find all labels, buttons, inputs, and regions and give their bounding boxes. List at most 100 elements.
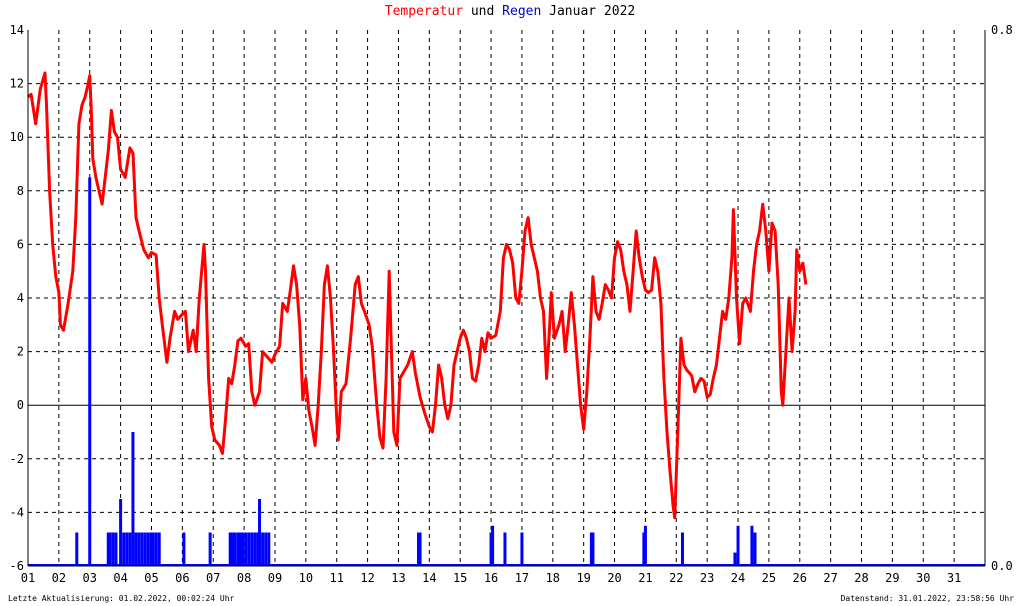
- y-tick-label: 12: [10, 77, 24, 91]
- rain-bar: [146, 532, 150, 566]
- y-tick-label: 4: [17, 291, 24, 305]
- rain-bar: [134, 532, 138, 566]
- rain-bar: [244, 532, 248, 566]
- rain-bar: [418, 532, 422, 566]
- x-tick-label: 04: [113, 571, 127, 585]
- rain-bar: [417, 532, 421, 566]
- x-tick-label: 07: [206, 571, 220, 585]
- rain-bar: [733, 552, 737, 566]
- x-tick-label: 08: [237, 571, 251, 585]
- x-tick-label: 28: [854, 571, 868, 585]
- rain-bar: [680, 532, 684, 566]
- rain-bar: [233, 532, 237, 566]
- x-tick-label: 12: [360, 571, 374, 585]
- rain-bar: [108, 532, 112, 566]
- rain-bar: [264, 532, 268, 566]
- rain-bar: [241, 532, 245, 566]
- rain-bar: [154, 532, 158, 566]
- x-tick-label: 01: [21, 571, 35, 585]
- y-tick-label: -6: [10, 559, 24, 573]
- title-regen: Regen: [502, 4, 542, 19]
- x-tick-label: 16: [484, 571, 498, 585]
- rain-bar: [489, 532, 493, 566]
- rain-bar: [131, 432, 135, 566]
- y-tick-label: 0: [17, 398, 24, 412]
- rain-bar: [149, 532, 153, 566]
- rain-bar: [247, 532, 251, 566]
- rain-bar: [151, 532, 155, 566]
- rain-bar: [88, 177, 92, 566]
- x-tick-label: 26: [793, 571, 807, 585]
- rain-bar: [75, 532, 79, 566]
- rain-bar: [736, 525, 740, 566]
- x-tick-label: 09: [268, 571, 282, 585]
- x-tick-label: 22: [669, 571, 683, 585]
- y-tick-label: 14: [10, 23, 24, 37]
- rain-bar: [137, 532, 141, 566]
- y-tick-label: 8: [17, 184, 24, 198]
- x-tick-label: 02: [52, 571, 66, 585]
- rain-series: [28, 177, 985, 566]
- x-tick-label: 19: [576, 571, 590, 585]
- rain-bar: [253, 532, 257, 566]
- rain-bar: [491, 525, 495, 566]
- y-tick-label: -2: [10, 452, 24, 466]
- last-update-text: Letzte Aktualisierung: 01.02.2022, 00:02…: [8, 594, 235, 603]
- x-tick-label: 17: [515, 571, 529, 585]
- rain-bar: [128, 532, 132, 566]
- y2-tick-label: 0.8: [991, 23, 1013, 37]
- rain-bar: [157, 532, 161, 566]
- x-tick-label: 20: [607, 571, 621, 585]
- rain-bar: [591, 532, 595, 566]
- rain-bar: [589, 532, 593, 566]
- x-tick-label: 14: [422, 571, 436, 585]
- x-tick-label: 25: [762, 571, 776, 585]
- y-tick-label: -4: [10, 505, 24, 519]
- rain-bar: [503, 532, 507, 566]
- rain-bar: [208, 532, 212, 566]
- x-tick-label: 06: [175, 571, 189, 585]
- x-tick-label: 23: [700, 571, 714, 585]
- rain-bar: [114, 532, 118, 566]
- rain-bar: [250, 532, 254, 566]
- chart-title: Temperatur und Regen Januar 2022: [0, 4, 1020, 19]
- temperature-line: [27, 71, 808, 520]
- x-tick-label: 31: [947, 571, 961, 585]
- title-und: und: [463, 4, 503, 19]
- rain-bar: [111, 532, 115, 566]
- rain-bar: [119, 499, 123, 566]
- rain-bar: [143, 532, 147, 566]
- x-tick-label: 21: [638, 571, 652, 585]
- y-tick-label: 2: [17, 345, 24, 359]
- temperature-series: [27, 71, 808, 520]
- x-tick-label: 29: [885, 571, 899, 585]
- x-tick-label: 03: [83, 571, 97, 585]
- rain-bar: [256, 532, 260, 566]
- x-tick-label: 24: [731, 571, 745, 585]
- rain-bar: [238, 532, 242, 566]
- rain-bar: [753, 532, 757, 566]
- x-tick-label: 15: [453, 571, 467, 585]
- rain-bar: [182, 532, 186, 566]
- grid: [28, 30, 985, 566]
- y2-tick-label: 0.0: [991, 559, 1013, 573]
- rain-bar: [228, 532, 232, 566]
- rain-bar: [520, 532, 524, 566]
- x-tick-label: 13: [391, 571, 405, 585]
- y-tick-label: 6: [17, 237, 24, 251]
- rain-bar: [261, 532, 265, 566]
- rain-bar: [750, 525, 754, 566]
- y-tick-label: 10: [10, 130, 24, 144]
- x-tick-label: 30: [916, 571, 930, 585]
- data-status-text: Datenstand: 31.01.2022, 23:58:56 Uhr: [840, 594, 1014, 603]
- x-tick-label: 18: [546, 571, 560, 585]
- rain-bar: [230, 532, 234, 566]
- rain-bar: [106, 532, 110, 566]
- rain-bar: [236, 532, 240, 566]
- rain-bar: [267, 532, 271, 566]
- title-temperatur: Temperatur: [384, 4, 464, 19]
- x-tick-label: 10: [299, 571, 313, 585]
- rain-bar: [642, 532, 646, 566]
